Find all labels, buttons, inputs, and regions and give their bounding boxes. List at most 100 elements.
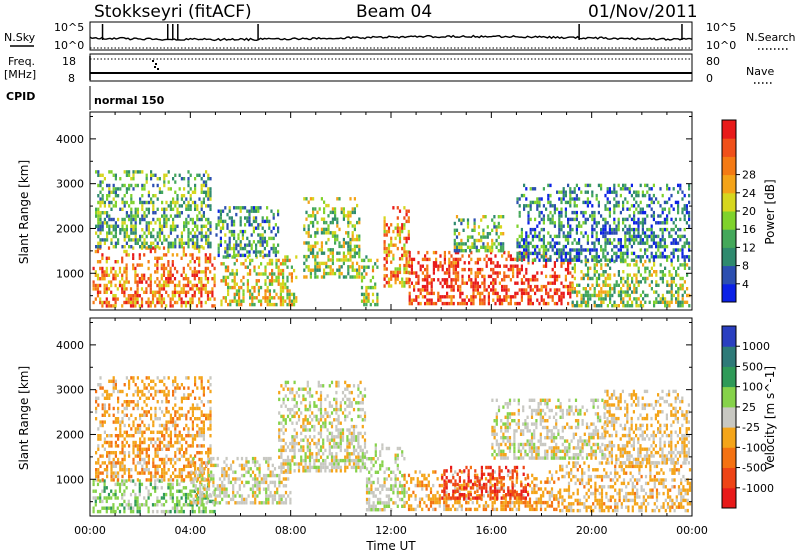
data-cell xyxy=(99,217,102,222)
data-cell xyxy=(650,251,653,256)
data-cell xyxy=(222,275,225,280)
data-cell xyxy=(245,497,248,502)
data-cell xyxy=(622,304,625,308)
data-cell xyxy=(639,248,642,252)
data-cell xyxy=(167,241,170,245)
data-cell xyxy=(110,444,113,448)
data-cell xyxy=(288,258,291,263)
data-cell xyxy=(403,280,406,285)
data-cell xyxy=(169,430,172,434)
data-cell xyxy=(205,183,208,188)
data-cell xyxy=(407,209,410,213)
data-cell xyxy=(323,261,326,266)
data-cell xyxy=(174,461,177,465)
data-cell xyxy=(457,301,460,306)
data-cell xyxy=(200,386,203,390)
data-cell xyxy=(587,290,590,294)
data-cell xyxy=(461,298,464,302)
data-cell xyxy=(199,480,202,485)
data-cell xyxy=(405,250,408,254)
data-cell xyxy=(136,400,139,404)
data-cell xyxy=(549,281,552,285)
data-cell xyxy=(608,238,611,242)
data-cell xyxy=(268,236,271,241)
data-cell xyxy=(670,273,673,277)
data-cell xyxy=(237,253,240,258)
data-cell xyxy=(209,434,212,438)
data-cell xyxy=(606,200,609,205)
data-cell xyxy=(624,241,627,245)
data-cell xyxy=(134,238,137,242)
data-cell xyxy=(681,234,684,239)
data-cell xyxy=(207,494,211,498)
data-cell xyxy=(205,194,208,198)
data-cell xyxy=(200,283,203,288)
data-cell xyxy=(670,251,673,256)
data-cell xyxy=(455,215,459,219)
data-cell xyxy=(161,389,164,394)
data-cell xyxy=(606,251,609,256)
data-cell xyxy=(172,471,175,475)
data-cell xyxy=(542,264,545,268)
data-cell xyxy=(567,264,570,268)
data-cell xyxy=(198,300,201,305)
data-cell xyxy=(228,229,231,234)
data-cell xyxy=(305,254,308,259)
data-cell xyxy=(387,280,391,285)
data-cell xyxy=(160,496,163,500)
data-cell xyxy=(112,234,115,239)
data-cell xyxy=(523,183,526,188)
data-cell xyxy=(158,430,161,434)
data-cell xyxy=(94,270,97,274)
data-cell xyxy=(569,261,572,265)
data-cell xyxy=(201,470,204,474)
data-cell xyxy=(147,190,150,194)
data-cell xyxy=(307,244,310,249)
data-cell xyxy=(340,207,343,211)
data-cell xyxy=(223,477,226,481)
data-cell xyxy=(342,210,345,215)
data-cell xyxy=(492,271,495,275)
data-cell xyxy=(578,224,581,228)
data-cell xyxy=(685,255,688,259)
data-cell xyxy=(314,207,317,211)
data-cell xyxy=(443,271,446,275)
data-cell xyxy=(472,281,475,285)
data-cell xyxy=(284,299,287,303)
data-cell xyxy=(641,227,644,232)
data-cell xyxy=(185,197,188,201)
data-cell xyxy=(661,297,664,301)
data-cell xyxy=(154,503,157,507)
data-cell xyxy=(600,258,603,262)
data-cell xyxy=(242,296,245,300)
data-cell xyxy=(670,234,673,239)
data-cell xyxy=(622,255,625,259)
data-cell xyxy=(637,221,640,225)
data-cell xyxy=(196,473,200,478)
data-cell xyxy=(183,478,186,482)
data-cell xyxy=(628,234,631,239)
data-cell xyxy=(471,235,474,239)
data-cell xyxy=(223,467,226,471)
data-cell xyxy=(608,190,611,194)
data-cell xyxy=(227,265,230,269)
data-cell xyxy=(551,298,554,302)
data-cell xyxy=(254,494,257,498)
data-cell xyxy=(110,231,113,235)
data-cell xyxy=(661,193,664,198)
data-cell xyxy=(191,221,194,225)
data-cell xyxy=(371,299,375,303)
data-cell xyxy=(642,263,645,267)
data-cell xyxy=(628,293,631,298)
data-cell xyxy=(167,389,170,394)
data-cell xyxy=(494,301,497,306)
data-cell xyxy=(254,501,257,505)
data-cell xyxy=(143,241,146,245)
data-cell xyxy=(448,274,451,279)
data-cell xyxy=(266,275,269,280)
data-cell xyxy=(256,494,259,498)
data-cell xyxy=(202,413,205,417)
data-cell xyxy=(454,267,457,272)
data-cell xyxy=(210,494,213,498)
data-cell xyxy=(206,280,210,284)
